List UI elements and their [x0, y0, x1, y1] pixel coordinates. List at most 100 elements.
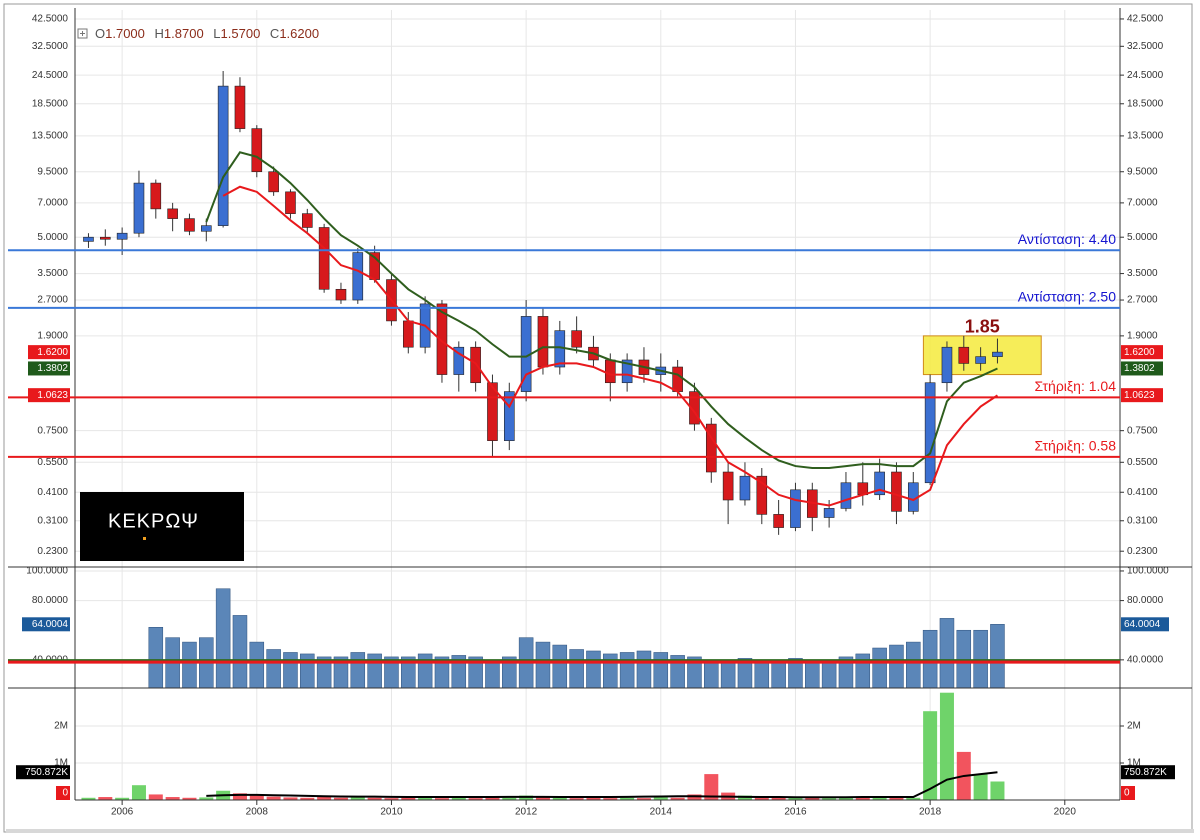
price-badge-label: 64.0004 [1124, 619, 1161, 630]
bar [754, 659, 770, 689]
ohlc-value: 1.8700 [164, 26, 204, 41]
candle-body [301, 213, 313, 228]
y-tick-label: 2M [1127, 721, 1141, 732]
y-tick-label: 42.5000 [1127, 14, 1164, 25]
bar [855, 653, 871, 689]
y-tick-label: 0.5500 [1127, 457, 1158, 468]
y-tick-label: 32.5000 [1127, 41, 1164, 52]
bar [148, 794, 163, 800]
bar [973, 774, 988, 800]
y-tick-label: 0.4100 [1127, 487, 1158, 498]
bar [872, 797, 887, 800]
y-tick-label: 0.2300 [37, 546, 68, 557]
y-tick-label: 5.0000 [37, 232, 68, 243]
bar [771, 797, 786, 800]
bar [754, 797, 769, 800]
y-tick-label: 1M [1127, 758, 1141, 769]
candle-body [83, 236, 94, 242]
price-badge-label: 0 [1124, 788, 1130, 799]
bar [704, 774, 719, 800]
level-label: Αντίσταση: 2.50 [1018, 289, 1116, 305]
price-badge-label: 750.872K [1124, 767, 1167, 778]
frame [3, 3, 1193, 833]
y-tick-label: 5.0000 [1127, 232, 1158, 243]
expand-icon[interactable] [77, 28, 88, 39]
y-tick-label: 100.0000 [1127, 566, 1169, 577]
candle-body [150, 182, 162, 210]
candle-body [167, 208, 178, 219]
price-badge-label: 1.0623 [1124, 390, 1155, 401]
ohlc-key: O [95, 26, 105, 41]
bar [720, 659, 736, 689]
bar [283, 797, 298, 800]
price-badge-label: 750.872K [25, 767, 68, 778]
y-tick-label: 100.0000 [26, 566, 68, 577]
y-tick-label: 0.3100 [37, 515, 68, 526]
candle-body [891, 471, 902, 512]
candle-body [537, 316, 549, 368]
y-tick-label: 0.5500 [37, 457, 68, 468]
bar [266, 649, 281, 689]
bar [98, 797, 113, 800]
bar [283, 652, 298, 689]
bar [81, 797, 96, 800]
bar [384, 798, 399, 800]
price-badge [28, 388, 70, 403]
indicator-line [206, 771, 998, 799]
bar [232, 793, 247, 800]
bar [401, 797, 416, 800]
bar [636, 650, 652, 689]
x-tick-label: 2018 [919, 807, 942, 818]
bar [552, 797, 567, 800]
bar [855, 797, 870, 800]
y-tick-label: 7.0000 [37, 198, 68, 209]
candle-body [503, 391, 515, 441]
bar [232, 615, 248, 689]
candle-body [672, 366, 683, 392]
ohlc-header: O1.7000 H1.8700 L1.5700 C1.6200 [95, 26, 319, 41]
y-tick-label: 80.0000 [32, 595, 69, 606]
price-badge [22, 617, 70, 632]
price-badge [1121, 388, 1163, 403]
bar [148, 627, 164, 689]
candle-body [116, 232, 128, 240]
candle-body [335, 288, 347, 301]
bar [350, 796, 365, 800]
price-badge-label: 64.0004 [32, 619, 69, 630]
bar [249, 641, 265, 689]
candle-body [604, 359, 616, 384]
bar [215, 588, 231, 689]
candle-body [773, 514, 784, 528]
bar [249, 795, 264, 800]
candle-body [402, 320, 414, 348]
bar [906, 797, 921, 800]
y-tick-label: 9.5000 [1127, 166, 1158, 177]
candle-body [924, 382, 936, 484]
candle-body [705, 423, 717, 473]
bar [131, 785, 146, 800]
bar [333, 797, 348, 800]
y-tick-label: 18.5000 [1127, 98, 1164, 109]
bar [367, 797, 382, 800]
y-tick-label: 24.5000 [1127, 70, 1164, 81]
bar [990, 624, 1005, 689]
y-tick-label: 2.7000 [37, 295, 68, 306]
candle-body [722, 471, 734, 501]
bar [115, 797, 130, 800]
y-tick-label: 3.5000 [1127, 268, 1158, 279]
bar [704, 659, 719, 689]
logo-dot [143, 537, 146, 540]
level-label: Στήριξη: 1.04 [1035, 378, 1117, 394]
price-badge [16, 765, 70, 780]
y-tick-label: 13.5000 [1127, 131, 1164, 142]
bar [771, 659, 786, 689]
price-badge [28, 345, 70, 360]
bar [586, 650, 601, 689]
bar [552, 644, 568, 689]
y-tick-label: 24.5000 [32, 70, 69, 81]
ohlc-key: L [213, 26, 220, 41]
x-tick-label: 2010 [380, 807, 403, 818]
candle-body [790, 489, 801, 528]
indicator-line [222, 185, 999, 507]
bar [165, 797, 180, 800]
